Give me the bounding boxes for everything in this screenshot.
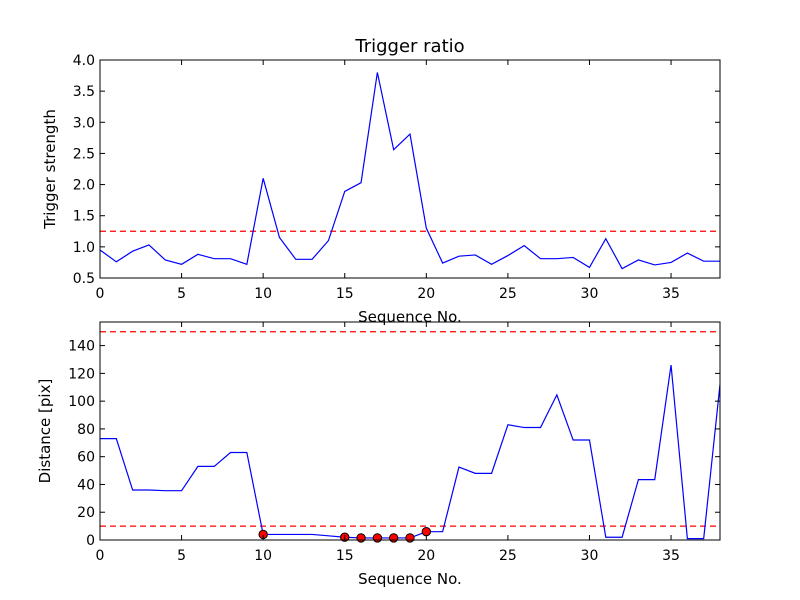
x-tick-label: 15 <box>336 548 354 564</box>
x-tick-label: 35 <box>662 548 680 564</box>
highlight-marker <box>421 526 432 537</box>
y-tick-label: 2.5 <box>73 146 95 162</box>
y-tick-label: 4.0 <box>73 53 95 69</box>
y-tick-label: 1.5 <box>73 209 95 225</box>
y-axis-label: Trigger strength <box>41 109 59 230</box>
x-axis-label: Sequence No. <box>358 308 462 326</box>
subplot-2: 0 5 10 15 20 25 30 35 0 20 40 60 80 100 120 140 Sequence… <box>36 321 721 588</box>
x-tick-label: 10 <box>254 548 272 564</box>
y-tick-label: 40 <box>77 477 95 493</box>
x-axis-label: Sequence No. <box>358 570 462 588</box>
y-tick-label: 0.5 <box>73 271 95 287</box>
y-tick-label: 120 <box>68 366 95 382</box>
y-tick-label: 3.5 <box>73 84 95 100</box>
highlight-marker <box>388 533 399 543</box>
y-tick-label: 80 <box>77 422 95 438</box>
x-tick-label: 30 <box>581 548 599 564</box>
axes-frame <box>99 321 721 541</box>
x-tick-label: 0 <box>96 548 105 564</box>
highlight-marker <box>405 533 415 543</box>
y-tick-label: 1.0 <box>73 240 95 256</box>
x-tick-label: 5 <box>177 286 186 302</box>
y-tick-label: 100 <box>68 394 95 410</box>
x-tick-label: 20 <box>417 286 435 302</box>
x-tick-label: 25 <box>499 286 517 302</box>
series-line <box>100 364 720 540</box>
x-tick-label: 30 <box>581 286 599 302</box>
x-tick-label: 20 <box>417 548 435 564</box>
x-tick-label: 5 <box>177 548 186 564</box>
series-line <box>100 72 720 270</box>
x-tick-label: 10 <box>254 286 272 302</box>
y-axis-label: Distance [pix] <box>36 379 54 484</box>
y-tick-label: 0 <box>86 533 95 549</box>
x-tick-label: 15 <box>336 286 354 302</box>
highlight-marker <box>372 533 383 543</box>
y-tick-label: 60 <box>77 450 95 466</box>
x-tick-label: 35 <box>662 286 680 302</box>
y-tick-label: 2.0 <box>73 178 95 194</box>
y-tick-label: 20 <box>77 505 95 521</box>
y-tick-label: 3.0 <box>73 115 95 131</box>
x-tick-label: 25 <box>499 548 517 564</box>
y-tick-label: 140 <box>68 339 95 355</box>
axes-frame <box>99 59 721 279</box>
chart-title: Trigger ratio <box>354 36 464 57</box>
subplot-1: 0 5 10 15 20 25 30 35 0.5 1.0 1.5 2.0 2.5 3.0 3.5 4.0 Se… <box>41 36 721 326</box>
highlight-marker <box>356 533 366 543</box>
x-tick-label: 0 <box>96 286 105 302</box>
